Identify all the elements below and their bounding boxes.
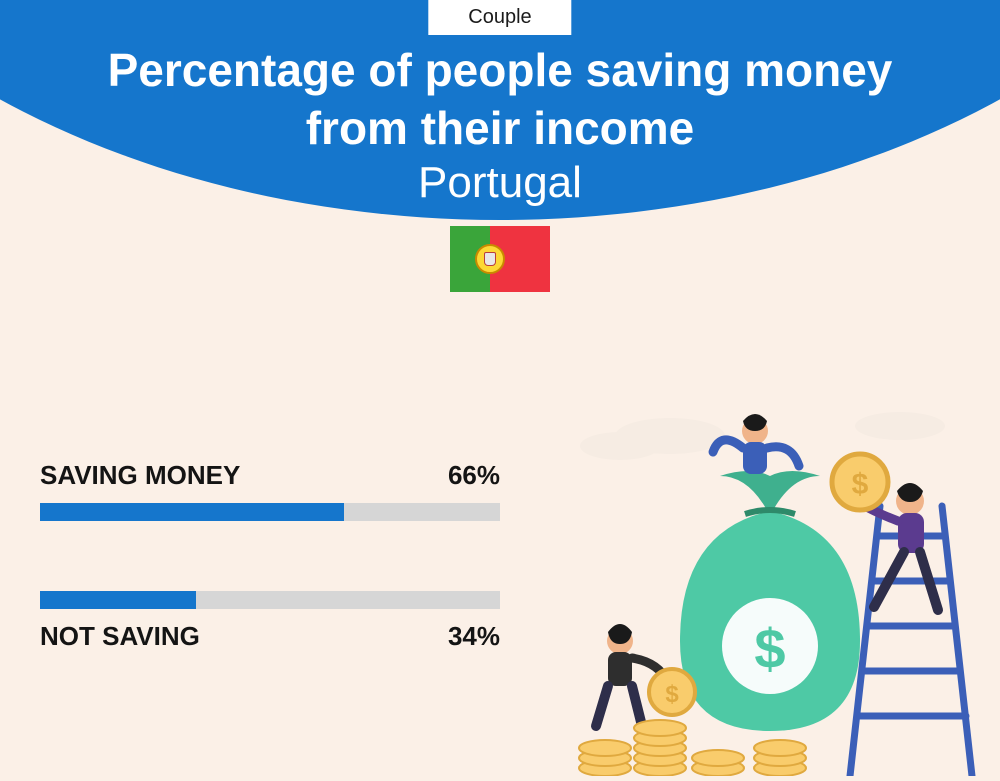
bar-header: SAVING MONEY 66% (40, 460, 500, 491)
title-line-1: Percentage of people saving money (108, 44, 893, 96)
title-line-2: from their income (306, 102, 695, 154)
svg-text:$: $ (754, 617, 785, 680)
bar-value: 34% (448, 621, 500, 652)
bar-label: NOT SAVING (40, 621, 200, 652)
bar-track (40, 591, 500, 609)
category-badge: Couple (428, 0, 571, 35)
bar-row-not-saving: NOT SAVING 34% (40, 591, 500, 652)
badge-label: Couple (468, 6, 531, 28)
flag-shield (484, 252, 496, 266)
bar-fill (40, 591, 196, 609)
bar-label: SAVING MONEY (40, 460, 240, 491)
svg-text:$: $ (852, 468, 869, 501)
bar-value: 66% (448, 460, 500, 491)
country-name: Portugal (0, 158, 1000, 208)
main-title: Percentage of people saving money from t… (0, 42, 1000, 157)
flag-emblem (475, 244, 505, 274)
bar-track (40, 503, 500, 521)
bar-fill (40, 503, 344, 521)
svg-text:$: $ (665, 681, 679, 708)
bar-chart: SAVING MONEY 66% NOT SAVING 34% (40, 460, 500, 722)
bar-row-saving: SAVING MONEY 66% (40, 460, 500, 521)
bar-header: NOT SAVING 34% (40, 621, 500, 652)
savings-illustration: $ $ $ (560, 396, 980, 776)
portugal-flag-icon (450, 226, 550, 292)
